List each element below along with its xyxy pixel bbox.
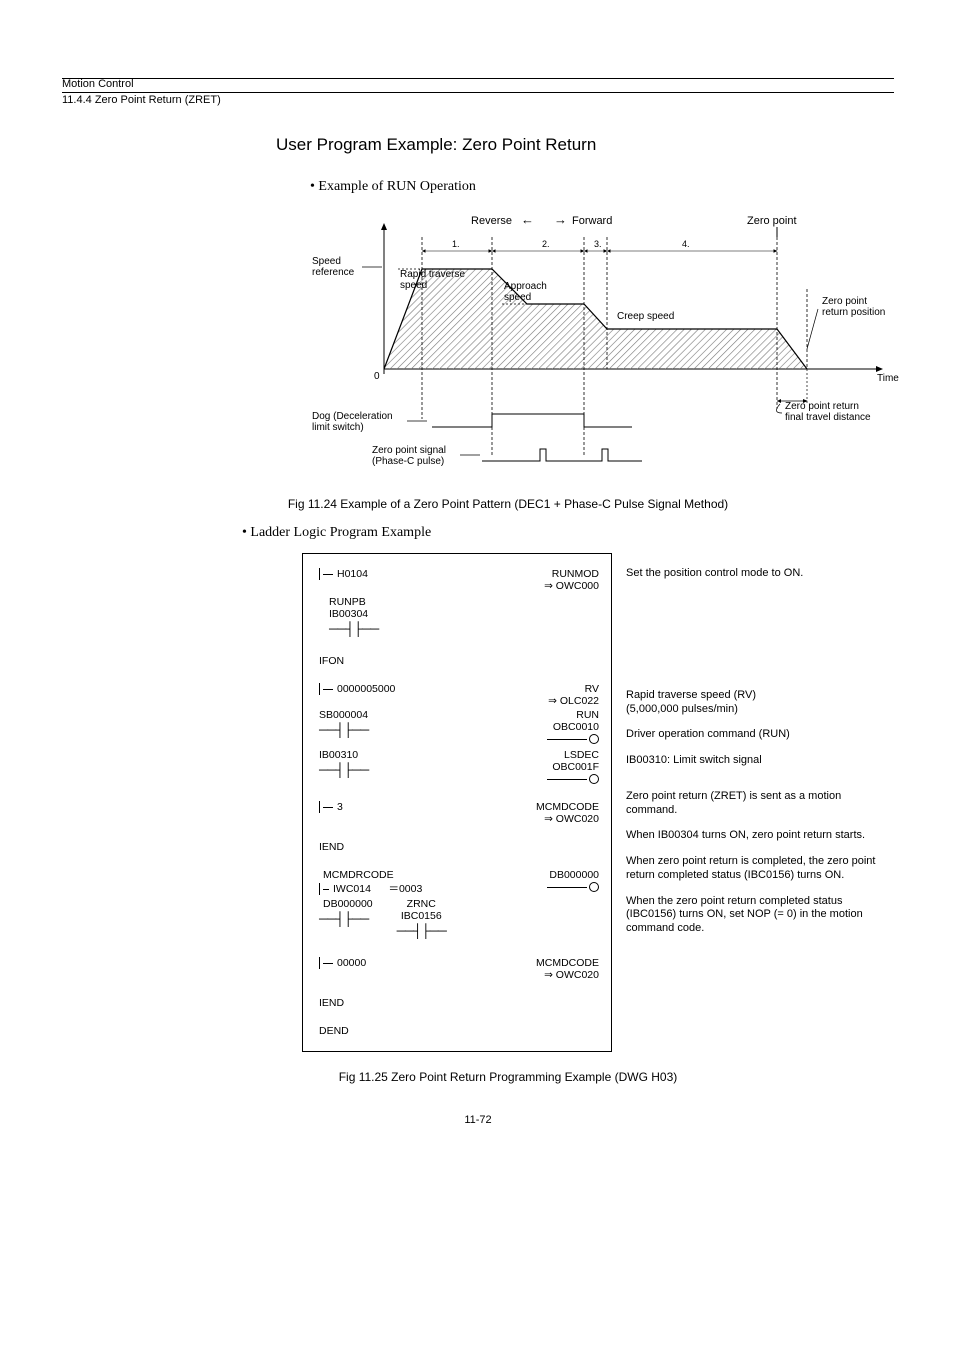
svg-text:1.: 1.	[452, 239, 460, 249]
coil-icon	[589, 882, 599, 892]
timing-diagram: Reverse ← → Forward 1. 2. 3. 4. Zero poi…	[302, 209, 894, 479]
explain-4: When IB00304 turns ON, zero point return…	[626, 829, 882, 843]
svg-text:Zero point: Zero point	[822, 296, 867, 307]
ladder-iend-1: IEND	[319, 841, 599, 853]
ladder-runmod: RUNMOD	[552, 568, 599, 580]
contact-icon: ──┤├──	[319, 912, 368, 925]
ladder-obc0010: OBC0010	[553, 721, 599, 733]
ladder-ifon: IFON	[319, 655, 599, 667]
svg-text:Time: Time	[877, 373, 899, 384]
svg-text:0: 0	[374, 371, 380, 382]
ladder-owc020: ⇒ OWC020	[544, 813, 599, 825]
ladder-runpb: RUNPB	[329, 596, 599, 608]
ladder-rv: RV	[585, 683, 599, 695]
ladder-obc001f: OBC001F	[552, 761, 599, 773]
svg-text:speed: speed	[504, 292, 531, 303]
ladder-sb: SB000004	[319, 709, 368, 721]
ladder-run: RUN	[576, 709, 599, 721]
fig-caption-2: Fig 11.25 Zero Point Return Programming …	[122, 1070, 894, 1084]
svg-text:Zero point signal: Zero point signal	[372, 445, 446, 456]
svg-text:←: ←	[521, 212, 534, 227]
svg-text:Creep speed: Creep speed	[617, 311, 674, 322]
contact-icon: ──┤├──	[319, 763, 368, 776]
coil-icon	[589, 734, 599, 744]
svg-text:final travel distance: final travel distance	[785, 412, 871, 423]
svg-text:Speed: Speed	[312, 256, 341, 267]
contact-icon: ──┤├──	[319, 723, 368, 736]
svg-text:(Phase-C pulse): (Phase-C pulse)	[372, 456, 444, 467]
svg-text:4.: 4.	[682, 239, 690, 249]
explain-3: Zero point return (ZRET) is sent as a mo…	[626, 790, 882, 818]
ladder-ibc0156: IBC0156	[401, 910, 442, 922]
svg-text:Reverse: Reverse	[471, 215, 512, 227]
explain-5: When zero point return is completed, the…	[626, 855, 882, 883]
ladder-mcmdcode2: MCMDCODE	[536, 957, 599, 969]
ladder-db000000: DB000000	[549, 869, 599, 881]
ladder-lsdec: LSDEC	[564, 749, 599, 761]
ladder-three: 3	[337, 801, 343, 813]
main-title: User Program Example: Zero Point Return	[276, 135, 894, 155]
contact-icon: ──┤├──	[397, 924, 446, 937]
ladder-val: 0000005000	[337, 683, 395, 695]
ladder-row: H0104 RUNMOD ⇒ OWC000 RUNPB IB00304 ──┤├…	[302, 553, 894, 1052]
page-number: 11-72	[62, 1114, 894, 1126]
ladder-ib00304: IB00304	[329, 608, 599, 620]
ladder-mcmdcode: MCMDCODE	[536, 801, 599, 813]
ladder-ib00310: IB00310	[319, 749, 368, 761]
svg-text:Forward: Forward	[572, 215, 612, 227]
explain-2c: IB00310: Limit switch signal	[626, 754, 882, 768]
ladder-zrnc: ZRNC	[407, 898, 436, 910]
svg-text:Zero point return: Zero point return	[785, 401, 859, 412]
ladder-00000: 00000	[337, 957, 366, 969]
svg-text:Zero point: Zero point	[747, 215, 797, 227]
ladder-h0104: H0104	[337, 568, 368, 580]
fig-caption-1: Fig 11.24 Example of a Zero Point Patter…	[122, 497, 894, 511]
ladder-olc022: ⇒ OLC022	[548, 695, 599, 707]
ladder-dend: DEND	[319, 1025, 599, 1037]
svg-text:Rapid traverse: Rapid traverse	[400, 269, 465, 280]
ladder-iwc014: IWC014	[333, 883, 371, 895]
svg-text:3.: 3.	[594, 239, 602, 249]
explain-6: When the zero point return completed sta…	[626, 895, 882, 936]
svg-text:return position: return position	[822, 307, 885, 318]
explain-2a: Rapid traverse speed (RV) (5,000,000 pul…	[626, 689, 882, 717]
svg-text:2.: 2.	[542, 239, 550, 249]
bullet-ladder: • Ladder Logic Program Example	[242, 525, 894, 541]
bullet-example-run: • Example of RUN Operation	[310, 179, 894, 195]
explanations: Set the position control mode to ON. Rap…	[612, 553, 882, 1052]
coil-icon	[589, 774, 599, 784]
ladder-iend-2: IEND	[319, 997, 599, 1009]
ladder-owc000: ⇒ OWC000	[544, 580, 599, 592]
contact-icon: ──┤├──	[329, 622, 378, 635]
svg-text:Dog (Deceleration: Dog (Deceleration	[312, 411, 393, 422]
ladder-db2: DB000000	[323, 898, 373, 910]
ladder-owc020-2: ⇒ OWC020	[544, 969, 599, 981]
ladder-mcmdrcode: MCMDRCODE	[323, 869, 394, 881]
svg-text:reference: reference	[312, 267, 355, 278]
explain-1: Set the position control mode to ON.	[626, 567, 882, 581]
ladder-eq0003: ＝0003	[388, 883, 422, 895]
ladder-box: H0104 RUNMOD ⇒ OWC000 RUNPB IB00304 ──┤├…	[302, 553, 612, 1052]
svg-text:limit switch): limit switch)	[312, 422, 364, 433]
explain-2b: Driver operation command (RUN)	[626, 728, 882, 742]
svg-text:Approach: Approach	[504, 281, 547, 292]
svg-text:→: →	[554, 212, 567, 227]
svg-text:speed: speed	[400, 280, 427, 291]
